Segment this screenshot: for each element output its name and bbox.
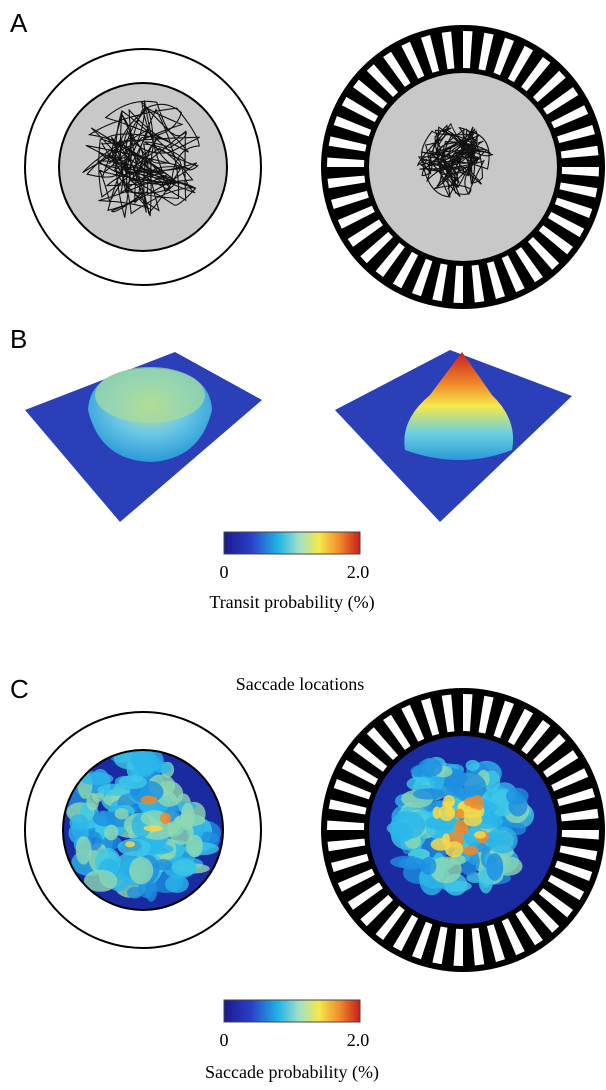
colorbar-title: Transit probability (%) [209, 592, 374, 613]
colorbar [224, 1000, 360, 1022]
panel-label: B [10, 324, 27, 354]
surface-top [95, 367, 205, 423]
panel-title: Saccade locations [236, 674, 364, 694]
colorbar-label: 2.0 [347, 1030, 370, 1050]
panel-label: C [10, 674, 29, 704]
heat-blob [462, 846, 478, 856]
heat-blob [118, 839, 151, 856]
heat-blob [127, 887, 143, 899]
colorbar-label: 0 [220, 562, 229, 582]
colorbar-label: 2.0 [347, 562, 370, 582]
heat-blob [506, 788, 529, 805]
heat-blob [466, 760, 480, 771]
panel-c: 0 2.0 Saccade probability (%) [25, 688, 605, 1083]
heat-blob [421, 857, 437, 875]
heat-blob [455, 808, 464, 818]
heat-blob [125, 841, 135, 847]
heat-blob [174, 814, 205, 827]
heat-blob [390, 811, 425, 839]
heat-blob [413, 788, 445, 799]
heat-blob [115, 808, 129, 819]
panel-b: 0 2.0 Transit probability (%) [25, 350, 572, 613]
panel-label: A [10, 8, 28, 38]
heat-blob [76, 836, 92, 865]
colorbar [224, 532, 360, 554]
heat-blob [154, 762, 172, 774]
heat-blob [418, 758, 442, 776]
colorbar-title: Saccade probability (%) [205, 1062, 379, 1083]
colorbar-label: 0 [220, 1030, 229, 1050]
heat-blob [464, 797, 478, 806]
heat-blob [486, 853, 503, 881]
heat-blob [474, 831, 486, 838]
heat-blob [140, 796, 157, 805]
heat-blob [160, 812, 171, 824]
heat-blob [438, 805, 455, 821]
heat-blob [104, 825, 118, 841]
heat-blob [69, 814, 88, 831]
heat-blob [431, 838, 451, 851]
heat-blob [129, 857, 153, 884]
heat-blob [155, 859, 172, 870]
heat-blob [459, 827, 468, 834]
heat-blob [186, 835, 203, 858]
heat-blob [172, 859, 197, 876]
heat-blob [487, 827, 518, 854]
panel-a [25, 25, 605, 309]
heat-blob [119, 775, 147, 789]
heat-blob [144, 825, 164, 832]
figure: A B 0 2.0 Transit probability (%) C Sacc… [0, 0, 606, 1090]
